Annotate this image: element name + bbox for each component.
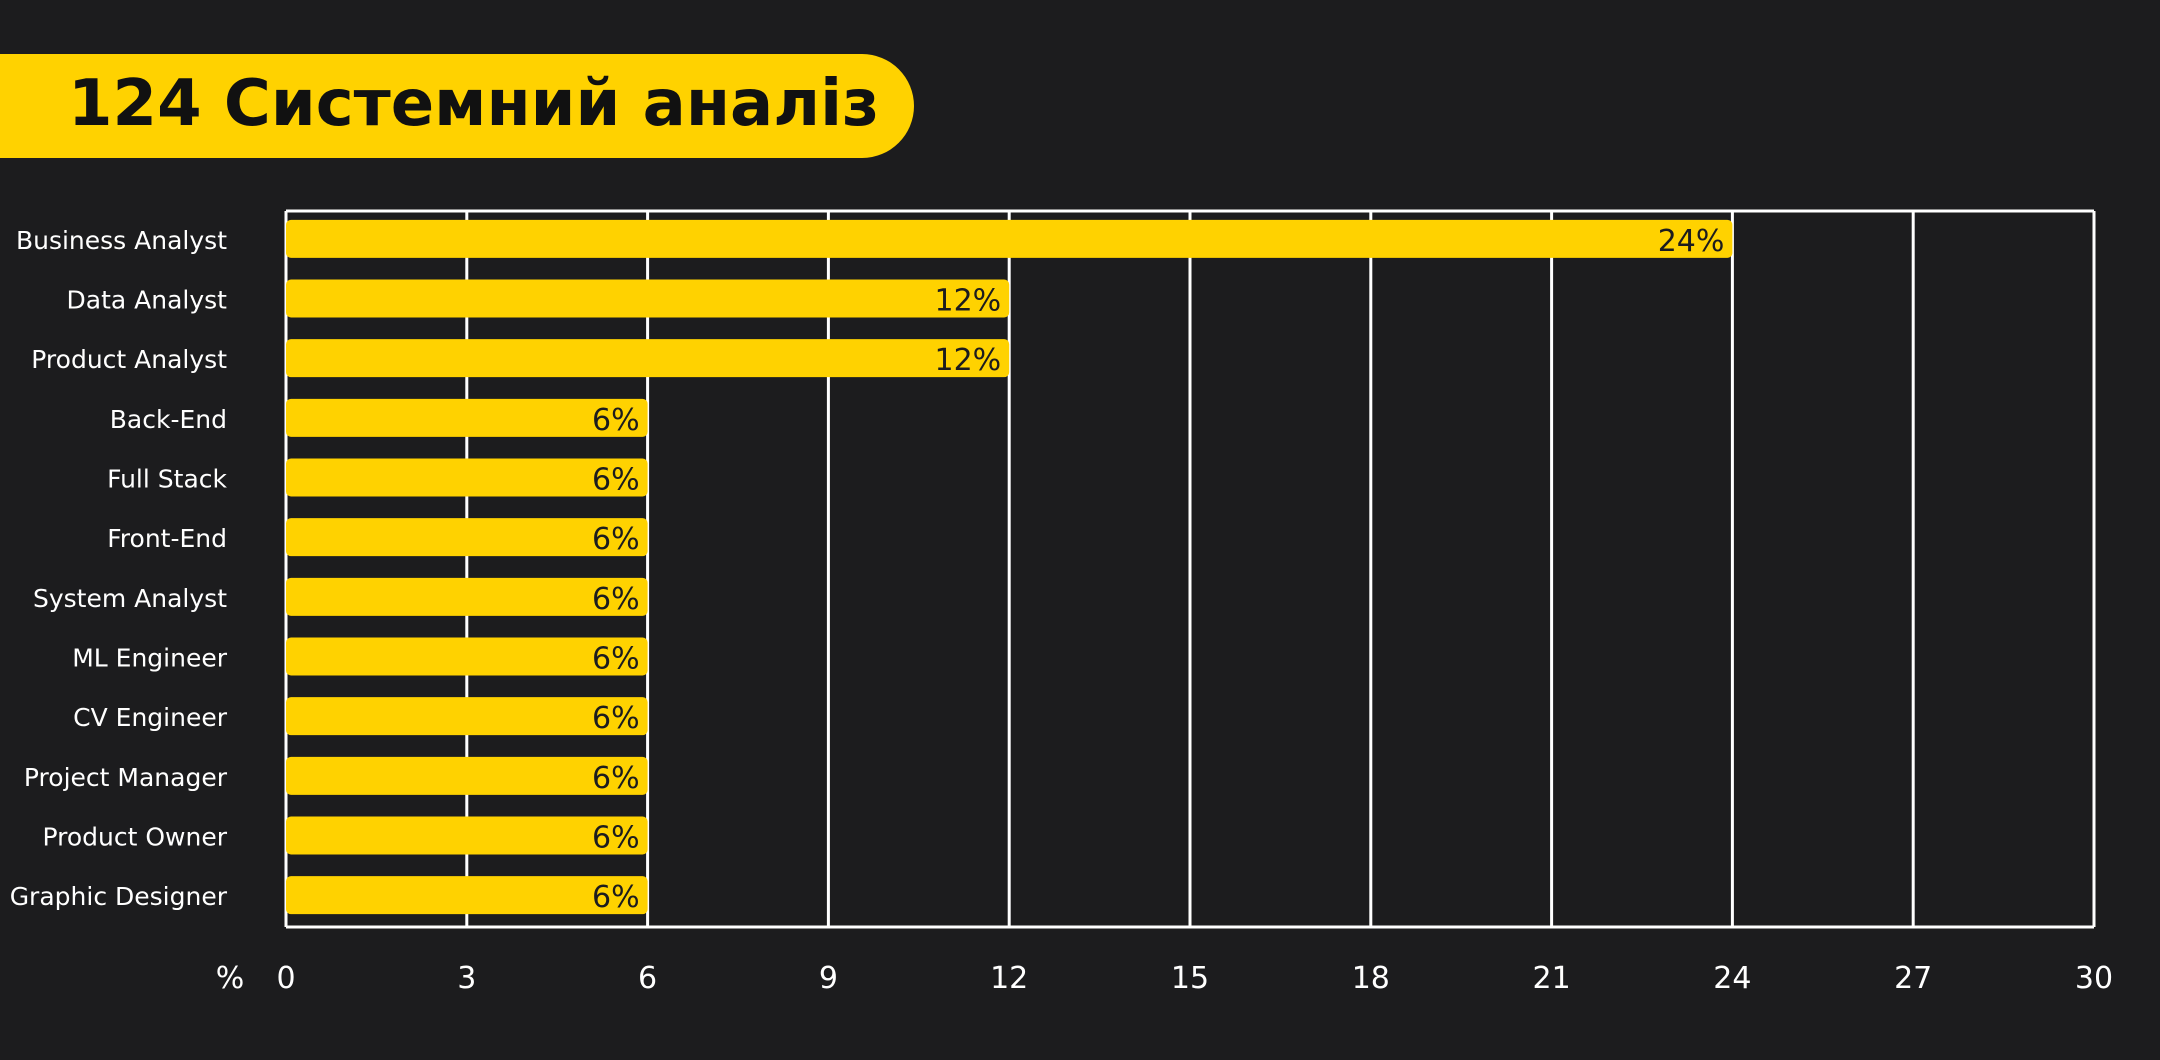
category-label: Business Analyst bbox=[16, 226, 227, 255]
data-label: 12% bbox=[935, 284, 1002, 319]
data-label: 6% bbox=[592, 642, 640, 677]
x-tick-label: 21 bbox=[1533, 961, 1571, 996]
x-tick-label: 9 bbox=[819, 961, 838, 996]
data-label: 6% bbox=[592, 403, 640, 438]
data-label: 6% bbox=[592, 821, 640, 856]
category-label: Full Stack bbox=[107, 465, 227, 494]
bar bbox=[286, 577, 648, 616]
data-label: 24% bbox=[1658, 224, 1725, 259]
data-label: 6% bbox=[592, 582, 640, 617]
data-label: 6% bbox=[592, 463, 640, 498]
data-label: 6% bbox=[592, 880, 640, 915]
data-label: 6% bbox=[592, 701, 640, 736]
bar bbox=[286, 518, 648, 557]
category-label: Data Analyst bbox=[67, 286, 228, 315]
x-tick-label: 0 bbox=[276, 961, 295, 996]
category-label: ML Engineer bbox=[72, 644, 228, 673]
category-label: Project Manager bbox=[24, 763, 228, 792]
x-tick-label: 15 bbox=[1171, 961, 1209, 996]
data-label: 6% bbox=[592, 761, 640, 796]
bar bbox=[286, 458, 648, 497]
x-tick-label: 3 bbox=[457, 961, 476, 996]
x-tick-label: 12 bbox=[990, 961, 1028, 996]
bar bbox=[286, 816, 648, 855]
category-label: Product Analyst bbox=[31, 345, 227, 374]
bar bbox=[286, 756, 648, 795]
bar bbox=[286, 219, 1733, 258]
category-label: CV Engineer bbox=[73, 703, 228, 732]
x-tick-label: 27 bbox=[1894, 961, 1932, 996]
page-title: 124 Системний аналіз bbox=[68, 67, 880, 141]
x-axis-label: % bbox=[216, 961, 245, 996]
x-tick-label: 24 bbox=[1713, 961, 1751, 996]
category-label: Front-End bbox=[107, 524, 227, 553]
x-tick-label: 30 bbox=[2075, 961, 2113, 996]
x-tick-label: 18 bbox=[1352, 961, 1390, 996]
bar bbox=[286, 697, 648, 736]
category-label: Product Owner bbox=[43, 823, 228, 852]
title-banner bbox=[0, 54, 914, 158]
bar bbox=[286, 279, 1010, 318]
category-label: Back-End bbox=[110, 405, 227, 434]
category-label: Graphic Designer bbox=[10, 882, 228, 911]
data-label: 6% bbox=[592, 522, 640, 557]
bar bbox=[286, 876, 648, 915]
bar bbox=[286, 398, 648, 437]
category-label: System Analyst bbox=[33, 584, 227, 613]
x-tick-label: 6 bbox=[638, 961, 657, 996]
data-label: 12% bbox=[935, 343, 1002, 378]
bar bbox=[286, 339, 1010, 378]
bar bbox=[286, 637, 648, 676]
